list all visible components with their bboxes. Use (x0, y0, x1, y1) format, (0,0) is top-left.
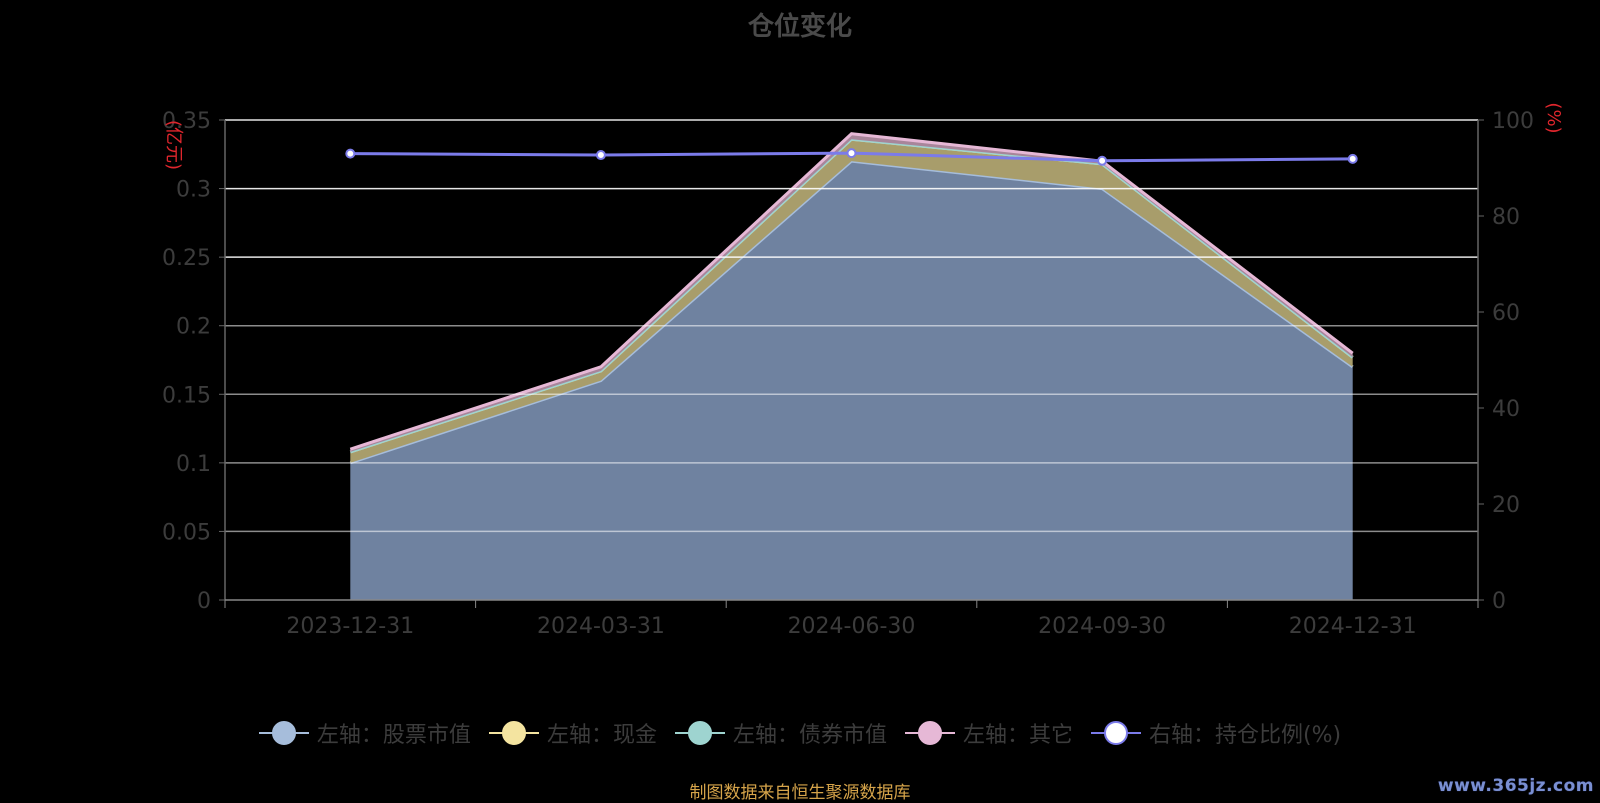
legend-item-bond[interactable]: 左轴：债券市值 (674, 717, 887, 749)
legend-marker-cash (488, 721, 539, 745)
right-tick-label: 100 (1492, 109, 1534, 134)
x-tick-label: 2024-12-31 (1289, 614, 1417, 639)
watermark-logo: www.365jz.com (1437, 776, 1594, 796)
source-note: 制图数据来自恒生聚源数据库 (689, 783, 911, 803)
right-axis-unit: (%) (1543, 102, 1564, 133)
legend-marker-bond (674, 721, 725, 745)
left-tick-label: 0.35 (162, 109, 211, 134)
right-tick-label: 0 (1492, 589, 1506, 614)
left-tick-label: 0 (197, 589, 211, 614)
legend-label-other: 左轴：其它 (962, 723, 1073, 748)
legend-label-cash: 左轴：现金 (546, 723, 657, 748)
x-tick-label: 2023-12-31 (286, 614, 414, 639)
left-tick-label: 0.05 (162, 520, 211, 545)
legend-marker-other (904, 721, 955, 745)
right-tick-label: 40 (1492, 397, 1520, 422)
legend-marker-stock (258, 721, 309, 745)
right-tick-label: 80 (1492, 205, 1520, 230)
ratio-point (595, 150, 606, 161)
x-tick-label: 2024-03-31 (537, 614, 665, 639)
ratio-point (846, 148, 857, 159)
legend-label-bond: 左轴：债券市值 (732, 723, 887, 748)
legend-marker-ratio (1090, 721, 1141, 745)
left-tick-label: 0.3 (176, 178, 211, 203)
legend-label-stock: 左轴：股票市值 (316, 723, 471, 748)
left-tick-label: 0.2 (176, 315, 211, 340)
x-tick-label: 2024-09-30 (1038, 614, 1166, 639)
legend-item-ratio[interactable]: 右轴：持仓比例(%) (1090, 717, 1342, 749)
area-1 (350, 161, 1353, 600)
ratio-point (1097, 155, 1108, 166)
ratio-point (345, 148, 356, 159)
legend-item-other[interactable]: 左轴：其它 (904, 717, 1073, 749)
right-tick-label: 60 (1492, 301, 1520, 326)
left-tick-label: 0.1 (176, 452, 211, 477)
left-tick-label: 0.25 (162, 246, 211, 271)
left-axis-unit: (亿元) (163, 120, 184, 170)
right-tick-label: 20 (1492, 493, 1520, 518)
legend-item-stock[interactable]: 左轴：股票市值 (258, 717, 471, 749)
left-tick-label: 0.15 (162, 383, 211, 408)
legend-item-cash[interactable]: 左轴：现金 (488, 717, 657, 749)
ratio-point (1347, 153, 1358, 164)
legend-label-ratio: 右轴：持仓比例(%) (1148, 723, 1342, 748)
chart-title: 仓位变化 (747, 12, 852, 42)
legend: 左轴：股票市值 左轴：现金 左轴：债券市值 左轴：其它 右轴：持仓比例(%) (0, 717, 1600, 749)
x-tick-label: 2024-06-30 (788, 614, 916, 639)
